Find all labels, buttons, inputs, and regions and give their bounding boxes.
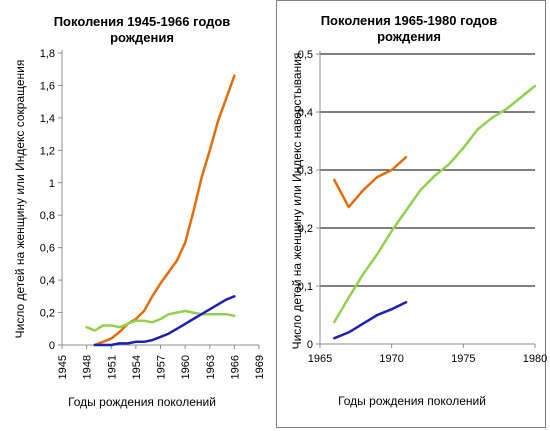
- x-tick-label-left-4: 1957: [156, 355, 168, 379]
- y-tick-label-right-4: 0,4: [298, 107, 313, 119]
- y-tick-label-left-5: 1: [49, 178, 55, 190]
- x-tick-label-left-8: 1969: [254, 355, 266, 379]
- y-tick-label-left-0: 0: [49, 340, 55, 352]
- y-tick-label-left-7: 1,4: [40, 113, 55, 125]
- x-tick-label-right-0: 1965: [308, 353, 332, 365]
- x-axis-label-right: Годы рождения поколений: [338, 394, 486, 408]
- y-tick-label-left-2: 0,4: [40, 275, 55, 287]
- y-tick-label-left-1: 0,2: [40, 308, 55, 320]
- x-axis-label-left: Годы рождения поколений: [68, 395, 216, 409]
- chart-title-right-line-2: рождения: [377, 29, 441, 44]
- y-tick-label-right-3: 0,3: [298, 165, 313, 177]
- x-tick-label-left-6: 1963: [205, 355, 217, 379]
- y-axis-label-right: Число детей на женщину или Индекс наверс…: [290, 53, 304, 350]
- y-tick-label-left-6: 1,2: [40, 145, 55, 157]
- x-tick-label-left-7: 1966: [229, 355, 241, 379]
- chart-panel-left: Поколения 1945-1966 годов рождения 0 0,2 0,4…: [2, 0, 272, 428]
- x-tick-label-left-5: 1960: [180, 355, 192, 379]
- x-tick-label-left-2: 1951: [106, 355, 118, 379]
- chart-panel-right: Поколения 1965-1980 годов рождения 0 0,1 0,2…: [276, 0, 547, 428]
- y-tick-label-right-5: 0,5: [298, 49, 313, 61]
- y-tick-label-left-3: 0,6: [40, 243, 55, 255]
- x-tick-label-left-3: 1954: [131, 355, 143, 379]
- chart-title-left-line-2: рождения: [110, 30, 174, 45]
- x-tick-label-left-0: 1945: [57, 355, 69, 379]
- x-tick-label-right-3: 1980: [523, 353, 547, 365]
- x-tick-label-right-1: 1970: [379, 353, 403, 365]
- chart-title-left-line-1: Поколения 1945-1966 годов: [54, 14, 231, 29]
- chart-title-right-line-1: Поколения 1965-1980 годов: [321, 13, 498, 28]
- series-line-right-2: [333, 84, 537, 324]
- y-tick-label-left-9: 1,8: [40, 48, 55, 60]
- y-tick-label-right-0: 0: [307, 339, 313, 351]
- x-tick-label-left-1: 1948: [82, 355, 94, 379]
- series-line-left-3: [93, 295, 236, 347]
- y-tick-label-left-4: 0,8: [40, 210, 55, 222]
- series-line-right-1: [333, 155, 408, 209]
- y-tick-label-left-8: 1,6: [40, 80, 55, 92]
- y-tick-label-right-1: 0,1: [298, 281, 313, 293]
- series-line-left-2: [85, 309, 236, 332]
- y-axis-label-left: Число детей на женщину или Индекс сокращ…: [13, 60, 27, 339]
- x-tick-label-right-2: 1975: [451, 353, 475, 365]
- series-line-right-3: [333, 300, 408, 340]
- y-tick-label-right-2: 0,2: [298, 223, 313, 235]
- series-line-left-1: [93, 74, 236, 347]
